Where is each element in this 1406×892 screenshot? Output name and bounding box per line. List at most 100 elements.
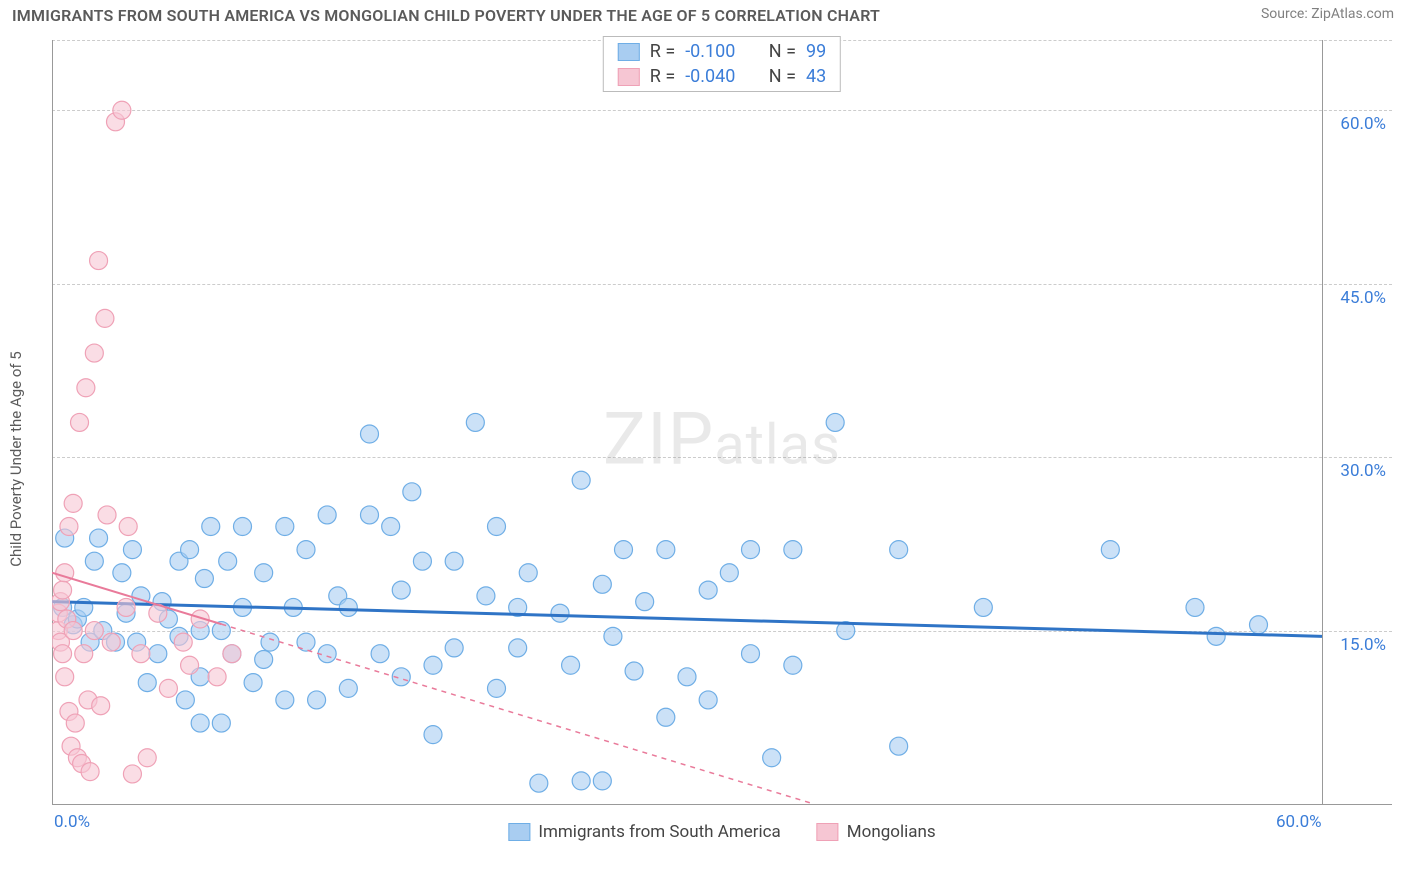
data-point — [445, 639, 463, 657]
data-point — [90, 252, 108, 270]
data-point — [720, 564, 738, 582]
data-point — [132, 645, 150, 663]
data-point — [615, 541, 633, 559]
data-point — [77, 379, 95, 397]
data-point — [195, 570, 213, 588]
data-point — [974, 598, 992, 616]
data-point — [149, 645, 167, 663]
data-point — [223, 645, 241, 663]
legend-label: Immigrants from South America — [538, 822, 780, 842]
data-point — [519, 564, 537, 582]
plot-area: ZIPatlas 15.0%30.0%45.0%60.0% 0.0% 60.0%… — [52, 34, 1392, 844]
data-point — [159, 679, 177, 697]
data-point — [657, 708, 675, 726]
data-point — [424, 726, 442, 744]
data-point — [308, 691, 326, 709]
data-point — [1101, 541, 1119, 559]
data-point — [208, 668, 226, 686]
data-point — [176, 691, 194, 709]
data-point — [71, 413, 89, 431]
data-point — [509, 639, 527, 657]
data-point — [678, 668, 696, 686]
data-point — [890, 737, 908, 755]
data-point — [212, 714, 230, 732]
data-point — [742, 541, 760, 559]
legend-item: Immigrants from South America — [508, 822, 780, 842]
data-point — [297, 541, 315, 559]
data-point — [123, 765, 141, 783]
data-point — [202, 518, 220, 536]
data-point — [64, 622, 82, 640]
data-point — [85, 344, 103, 362]
data-point — [113, 101, 131, 119]
data-point — [98, 506, 116, 524]
legend-swatch — [508, 823, 530, 841]
data-point — [96, 309, 114, 327]
data-point — [572, 772, 590, 790]
data-point — [276, 518, 294, 536]
data-point — [191, 714, 209, 732]
data-point — [572, 471, 590, 489]
data-point — [219, 552, 237, 570]
data-point — [593, 772, 611, 790]
y-axis-label: Child Poverty Under the Age of 5 — [7, 351, 25, 567]
data-point — [361, 425, 379, 443]
data-point — [117, 598, 135, 616]
data-point — [488, 518, 506, 536]
legend-item: Mongolians — [817, 822, 936, 842]
data-point — [102, 633, 120, 651]
data-point — [382, 518, 400, 536]
data-point — [138, 674, 156, 692]
data-point — [261, 633, 279, 651]
stat-row: R = -0.040 N = 43 — [604, 64, 840, 89]
data-point — [244, 674, 262, 692]
data-point — [530, 774, 548, 792]
data-point — [181, 541, 199, 559]
data-point — [138, 749, 156, 767]
data-point — [551, 604, 569, 622]
data-point — [625, 662, 643, 680]
data-point — [1207, 627, 1225, 645]
correlation-stats-box: R = -0.100 N = 99R = -0.040 N = 43 — [603, 36, 841, 92]
legend-label: Mongolians — [847, 822, 936, 842]
data-point — [413, 552, 431, 570]
scatter-svg — [52, 34, 1392, 844]
data-point — [276, 691, 294, 709]
data-point — [90, 529, 108, 547]
data-point — [699, 581, 717, 599]
data-point — [64, 494, 82, 512]
data-point — [255, 650, 273, 668]
data-point — [890, 541, 908, 559]
data-point — [66, 714, 84, 732]
chart-container: Child Poverty Under the Age of 5 ZIPatla… — [28, 34, 1398, 884]
data-point — [562, 656, 580, 674]
data-point — [403, 483, 421, 501]
data-point — [75, 645, 93, 663]
data-point — [54, 581, 72, 599]
series-legend: Immigrants from South America Mongolians — [508, 822, 935, 842]
data-point — [636, 593, 654, 611]
data-point — [85, 552, 103, 570]
data-point — [1186, 598, 1204, 616]
data-point — [60, 518, 78, 536]
data-point — [699, 691, 717, 709]
data-point — [445, 552, 463, 570]
data-point — [466, 413, 484, 431]
data-point — [123, 541, 141, 559]
data-point — [784, 656, 802, 674]
data-point — [488, 679, 506, 697]
data-point — [826, 413, 844, 431]
data-point — [742, 645, 760, 663]
data-point — [763, 749, 781, 767]
data-point — [255, 564, 273, 582]
data-point — [339, 679, 357, 697]
data-point — [56, 668, 74, 686]
legend-swatch — [618, 68, 640, 86]
data-point — [1250, 616, 1268, 634]
data-point — [657, 541, 675, 559]
data-point — [318, 506, 336, 524]
legend-swatch — [817, 823, 839, 841]
data-point — [174, 633, 192, 651]
data-point — [119, 518, 137, 536]
data-point — [392, 581, 410, 599]
